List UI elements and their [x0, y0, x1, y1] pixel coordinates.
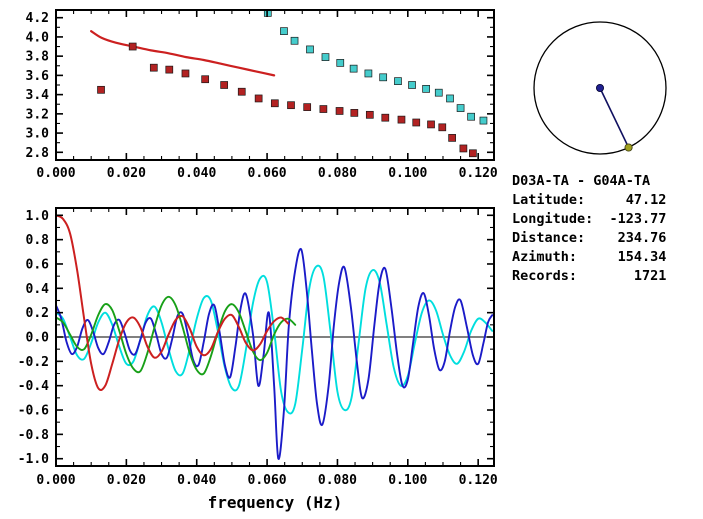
- x-tick-label: 0.100: [388, 473, 427, 488]
- longitude-value: -123.77: [609, 211, 667, 227]
- records-label: Records:: [512, 268, 578, 284]
- x-tick-label: 0.020: [107, 166, 146, 181]
- x-axis-title: frequency (Hz): [208, 493, 343, 512]
- y-tick-label: 3.0: [26, 127, 50, 142]
- y-tick-label: 0.4: [26, 282, 50, 297]
- x-tick-label: 0.040: [177, 166, 216, 181]
- waveform-plot: 0.000 0.020 0.040 0.060 0.080 0.100 0.120 -1.0 -…: [18, 207, 498, 512]
- x-tick-label: 0.100: [388, 166, 427, 181]
- station-center-dot: [596, 84, 605, 93]
- station-info-panel: D03A-TA - G04A-TA Latitude: 47.12 Longit…: [512, 172, 666, 286]
- latitude-label: Latitude:: [512, 192, 586, 208]
- info-row-longitude: Longitude: -123.77: [512, 210, 666, 229]
- y-tick-label: 4.2: [26, 11, 49, 26]
- x-tick-label: 0.120: [459, 166, 498, 181]
- x-tick-label: 0.040: [177, 473, 216, 488]
- y-tick-label: 4.0: [26, 30, 50, 45]
- y-tick-label: -0.2: [18, 355, 49, 370]
- azimuth-circle: [533, 21, 667, 155]
- y-tick-label: 2.8: [26, 146, 50, 161]
- distance-label: Distance:: [512, 230, 586, 246]
- y-tick-label: 1.0: [26, 209, 50, 224]
- y-tick-label: 3.8: [26, 50, 50, 65]
- azimuth-indicator: [533, 21, 667, 155]
- azimuth-value: 154.34: [617, 249, 667, 265]
- latitude-value: 47.12: [625, 192, 667, 208]
- x-tick-label: 0.120: [459, 473, 498, 488]
- y-tick-label: -0.6: [18, 404, 49, 419]
- x-tick-label: 0.000: [36, 473, 75, 488]
- y-tick-label: -1.0: [18, 452, 49, 467]
- plot-frame: [55, 9, 495, 161]
- azimuth-label: Azimuth:: [512, 249, 578, 265]
- dispersion-plot: 0.000 0.020 0.040 0.060 0.080 0.100 0.120 2.8 3.…: [26, 9, 498, 181]
- x-tick-label: 0.080: [318, 473, 357, 488]
- station-edge-dot: [624, 143, 633, 152]
- x-tick-label: 0.060: [248, 473, 287, 488]
- series-cyan-squares: [263, 9, 488, 125]
- y-tick-label: -0.8: [18, 428, 49, 443]
- y-tick-label: 0.0: [26, 331, 50, 346]
- series-cyan-trace: [55, 264, 494, 415]
- records-value: 1721: [633, 268, 667, 284]
- x-tick-label: 0.000: [36, 166, 75, 181]
- series-red-trace: [55, 214, 290, 391]
- series-dark-red-squares: [97, 42, 477, 158]
- series-red-reference-curve: [90, 30, 276, 77]
- x-tick-label: 0.060: [248, 166, 287, 181]
- x-tick-label: 0.080: [318, 166, 357, 181]
- y-tick-label: 0.8: [26, 233, 50, 248]
- series-green-trace: [55, 295, 297, 376]
- info-row-records: Records: 1721: [512, 267, 666, 286]
- station-pair-title: D03A-TA - G04A-TA: [512, 173, 651, 189]
- info-row-azimuth: Azimuth: 154.34: [512, 248, 666, 267]
- y-tick-label: 0.2: [26, 306, 49, 321]
- longitude-label: Longitude:: [512, 211, 594, 227]
- info-row-latitude: Latitude: 47.12: [512, 191, 666, 210]
- y-tick-label: 3.2: [26, 107, 49, 122]
- x-tick-label: 0.020: [107, 473, 146, 488]
- info-row-distance: Distance: 234.76: [512, 229, 666, 248]
- plot-frame: [55, 207, 495, 467]
- y-tick-label: -0.4: [18, 379, 49, 394]
- distance-value: 234.76: [617, 230, 667, 246]
- azimuth-line: [599, 87, 630, 148]
- y-tick-label: 0.6: [26, 257, 50, 272]
- series-blue-trace: [55, 247, 494, 460]
- y-tick-label: 3.4: [26, 88, 50, 103]
- y-tick-label: 3.6: [26, 69, 50, 84]
